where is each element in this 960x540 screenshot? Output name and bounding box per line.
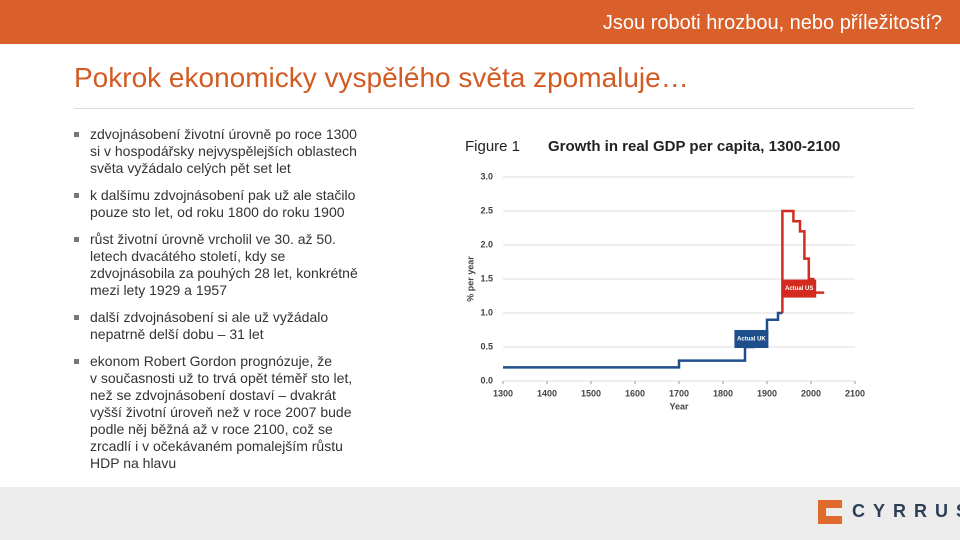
bullet-line: růst životní úrovně vrcholil ve 30. až 5… bbox=[90, 231, 336, 247]
bullet: další zdvojnásobení si ale už vyžádalo ne… bbox=[74, 309, 414, 343]
footer bbox=[0, 487, 960, 540]
bullet: růst životní úrovně vrcholil ve 30. až 5… bbox=[74, 231, 414, 299]
bullet-line: HDP na hlavu bbox=[90, 455, 177, 471]
bullet: ekonom Robert Gordon prognózuje, že v sou… bbox=[74, 353, 414, 472]
x-tick-label: 1300 bbox=[493, 388, 513, 398]
bullet-line: ekonom Robert Gordon prognózuje, že bbox=[90, 353, 333, 369]
bullet-line: než se zdvojnásobení dostaví – dvakrát bbox=[90, 387, 336, 403]
bullet-line: mezi lety 1929 a 1957 bbox=[90, 282, 227, 298]
x-tick-label: 2000 bbox=[801, 388, 821, 398]
series-label: Actual US bbox=[785, 286, 813, 292]
bullet-list: zdvojnásobení životní úrovně po roce 130… bbox=[74, 126, 414, 482]
bullet-line: světa vyžádalo celých pět set let bbox=[90, 160, 291, 176]
y-tick-label: 0.0 bbox=[480, 375, 493, 385]
x-tick-label: 1800 bbox=[713, 388, 733, 398]
bullet-line: pouze sto let, od roku 1800 do roku 1900 bbox=[90, 204, 345, 220]
slide-title: Pokrok ekonomicky vyspělého světa zpomal… bbox=[74, 62, 689, 93]
top-bar bbox=[0, 0, 960, 44]
bullet-line: letech dvacátého století, kdy se bbox=[90, 248, 286, 264]
bullet-line: vyšší životní úroveň než v roce 2007 bud… bbox=[90, 404, 352, 420]
x-tick-label: 1600 bbox=[625, 388, 645, 398]
x-tick-label: 1500 bbox=[581, 388, 601, 398]
series-line bbox=[781, 209, 825, 313]
bullet-line: k dalšímu zdvojnásobení pak už ale stači… bbox=[90, 187, 356, 203]
bullet-line: zrcadlí i v očekávaném pomalejším růstu bbox=[90, 438, 343, 454]
y-tick-label: 2.0 bbox=[480, 239, 493, 249]
y-tick-label: 3.0 bbox=[480, 171, 493, 181]
y-tick-label: 0.5 bbox=[480, 341, 493, 351]
x-tick-label: 1400 bbox=[537, 388, 557, 398]
x-tick-label: 1700 bbox=[669, 388, 689, 398]
header-title: Jsou roboti hrozbou, nebo příležitostí? bbox=[602, 12, 942, 34]
bullet-line: zdvojnásobila za pouhých 28 let, konkrét… bbox=[90, 265, 358, 281]
bullet-line: v současnosti už to trvá opět téměř sto … bbox=[90, 370, 353, 386]
y-tick-label: 1.5 bbox=[480, 273, 493, 283]
bullet-line: zdvojnásobení životní úrovně po roce 130… bbox=[90, 126, 357, 142]
separator bbox=[74, 108, 914, 109]
chart: Figure 1 Growth in real GDP per capita, 1… bbox=[465, 138, 865, 411]
bullet: k dalšímu zdvojnásobení pak už ale stači… bbox=[74, 187, 414, 221]
y-tick-label: 2.5 bbox=[480, 205, 493, 215]
bullet-line: podle něj běžná až v roce 2100, což se bbox=[90, 421, 333, 437]
figure-label: Figure 1 bbox=[465, 138, 520, 155]
chart-title: Growth in real GDP per capita, 1300-2100 bbox=[548, 138, 840, 155]
bullet-line: si v hospodářsky nejvyspělejších oblaste… bbox=[90, 143, 357, 159]
x-axis-label: Year bbox=[669, 401, 689, 411]
series-label-box bbox=[734, 330, 769, 348]
series-label: Actual UK bbox=[737, 337, 766, 343]
y-tick-label: 1.0 bbox=[480, 307, 493, 317]
y-axis-label: % per year bbox=[465, 256, 475, 302]
x-tick-label: 1900 bbox=[757, 388, 777, 398]
series-label-box bbox=[782, 279, 817, 298]
logo-icon bbox=[818, 500, 842, 524]
x-tick-label: 2100 bbox=[845, 388, 865, 398]
bullet: zdvojnásobení životní úrovně po roce 130… bbox=[74, 126, 414, 177]
bullet-line: další zdvojnásobení si ale už vyžádalo bbox=[90, 309, 329, 325]
logo: CYRRUS bbox=[852, 501, 960, 521]
bullet-line: nepatrně delší dobu – 31 let bbox=[90, 326, 264, 342]
